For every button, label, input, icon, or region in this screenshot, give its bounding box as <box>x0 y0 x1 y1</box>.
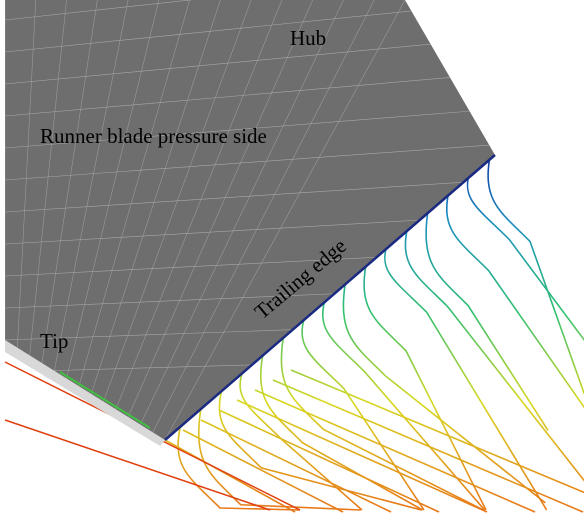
streamline <box>447 192 584 442</box>
tip-label: Tip <box>40 329 68 353</box>
streamline <box>364 265 486 510</box>
streamline <box>201 420 391 512</box>
pressure-side-label: Runner blade pressure side <box>40 124 267 148</box>
streamline <box>467 174 584 454</box>
streamline <box>281 337 483 510</box>
streamline <box>165 440 295 512</box>
streamline <box>426 210 548 430</box>
streamline <box>219 410 439 512</box>
hub-label: Hub <box>290 26 326 50</box>
cfd-figure: Hub Runner blade pressure side Trailing … <box>0 0 584 514</box>
streamline <box>273 380 583 512</box>
streamline <box>302 319 424 510</box>
streamline <box>183 430 343 512</box>
